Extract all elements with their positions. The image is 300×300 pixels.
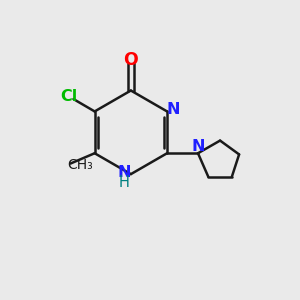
Text: N: N (167, 103, 180, 118)
Text: Cl: Cl (60, 89, 78, 104)
Text: H: H (119, 176, 130, 190)
Text: N: N (192, 139, 205, 154)
Text: O: O (124, 51, 138, 69)
Text: N: N (118, 165, 131, 180)
Text: CH₃: CH₃ (67, 158, 93, 172)
